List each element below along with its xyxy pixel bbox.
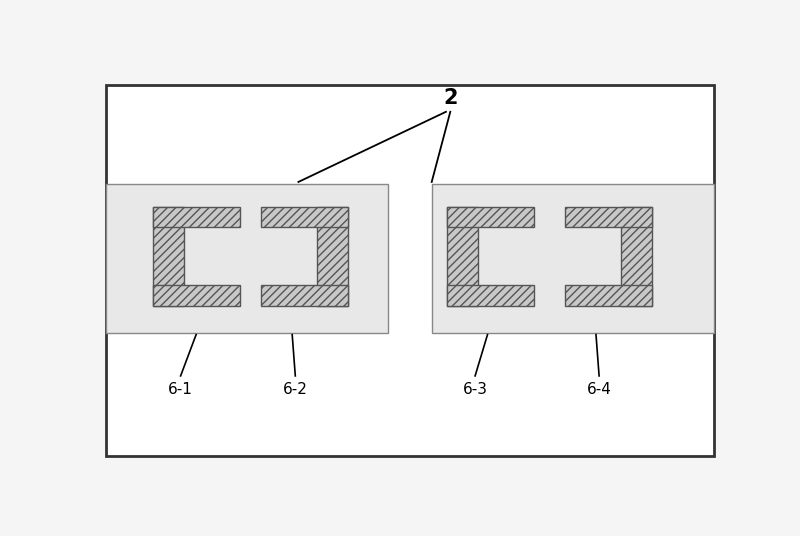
Bar (262, 207, 348, 227)
Bar (447, 207, 478, 306)
Bar (565, 207, 652, 227)
Bar (447, 285, 534, 306)
Text: 6-2: 6-2 (283, 382, 308, 397)
Bar (106, 184, 388, 332)
Text: 6-4: 6-4 (586, 382, 611, 397)
Bar (153, 207, 239, 227)
Bar (153, 285, 239, 306)
Bar (447, 207, 534, 227)
Text: 6-3: 6-3 (462, 382, 487, 397)
Bar (621, 207, 652, 306)
Bar (317, 207, 348, 306)
Bar (432, 184, 714, 332)
Text: 2: 2 (443, 88, 458, 108)
Bar (262, 285, 348, 306)
Text: 6-1: 6-1 (168, 382, 193, 397)
Bar (565, 285, 652, 306)
Bar (153, 207, 184, 306)
